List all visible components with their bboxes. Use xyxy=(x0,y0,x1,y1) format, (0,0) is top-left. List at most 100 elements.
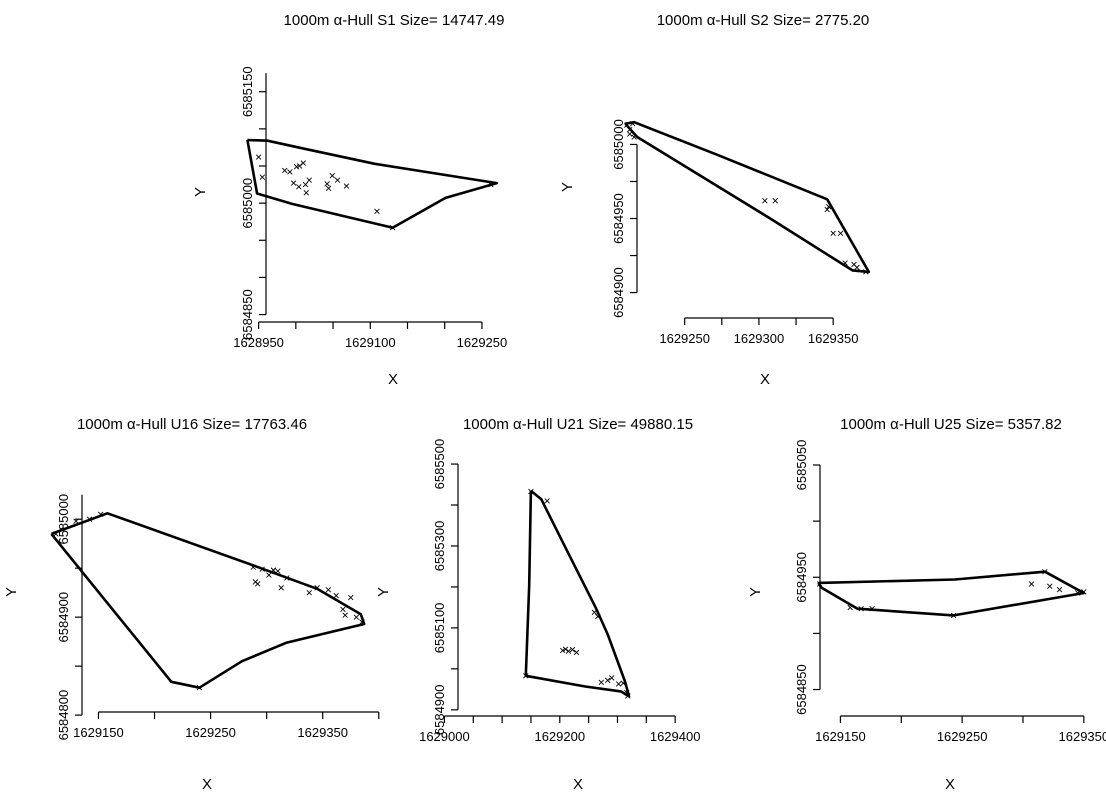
data-point xyxy=(1028,581,1035,587)
alpha-hull-outline xyxy=(246,138,499,229)
data-point xyxy=(837,230,844,237)
x-axis-label: X xyxy=(573,776,583,793)
data-point xyxy=(303,190,309,196)
x-tick-label: 1629350 xyxy=(1059,729,1106,744)
x-tick-label: 1629400 xyxy=(650,729,701,744)
data-point xyxy=(562,646,569,652)
x-tick-label: 1629250 xyxy=(937,729,988,744)
data-point xyxy=(826,203,832,210)
data-point xyxy=(625,693,631,699)
y-tick-label: 6584900 xyxy=(611,267,626,318)
y-tick-label: 6584950 xyxy=(794,552,809,603)
data-point xyxy=(1047,583,1053,589)
data-point xyxy=(863,269,869,275)
alpha-hull-outline xyxy=(817,570,1086,617)
data-point xyxy=(1042,568,1048,575)
data-point xyxy=(830,230,836,237)
data-point xyxy=(290,180,297,186)
data-point xyxy=(275,568,281,574)
data-point xyxy=(296,184,302,190)
data-point xyxy=(348,594,354,601)
x-tick-label: 1629250 xyxy=(457,335,508,350)
data-point xyxy=(604,677,611,684)
y-tick-label: 6584850 xyxy=(240,289,255,340)
data-point xyxy=(598,679,605,686)
data-point xyxy=(869,605,875,612)
y-axis-label: Y xyxy=(3,587,20,597)
data-point xyxy=(1075,590,1081,596)
data-point xyxy=(374,208,380,215)
x-tick-label: 1629250 xyxy=(185,725,236,740)
data-point xyxy=(73,518,79,524)
panel-title: 1000m α-Hull U25 Size= 5357.82 xyxy=(840,416,1062,433)
data-point xyxy=(573,649,580,656)
data-point xyxy=(296,163,303,169)
data-point xyxy=(255,154,262,160)
y-tick-label: 6585100 xyxy=(432,603,447,654)
x-axis-label: X xyxy=(945,776,955,793)
data-point xyxy=(544,498,550,504)
y-tick-label: 6585000 xyxy=(56,494,71,545)
y-tick-label: 6585150 xyxy=(240,66,255,117)
data-point xyxy=(300,160,306,166)
data-point xyxy=(314,585,320,591)
y-tick-label: 6585000 xyxy=(240,178,255,229)
data-point xyxy=(334,177,341,183)
data-point xyxy=(528,488,534,495)
data-point xyxy=(259,566,265,572)
x-axis-label: X xyxy=(388,371,398,388)
y-tick-label: 6585050 xyxy=(794,440,809,491)
y-tick-label: 6585300 xyxy=(432,521,447,572)
data-point xyxy=(196,684,203,691)
alpha-hull-outline xyxy=(624,120,871,274)
data-point xyxy=(287,169,293,175)
data-point xyxy=(623,689,630,696)
data-point xyxy=(565,648,572,654)
data-point xyxy=(620,680,626,686)
x-tick-label: 1628950 xyxy=(233,335,284,350)
panel-s2: 1000m α-Hull S2 Size= 2775.20 X Y 162925… xyxy=(559,12,871,388)
data-point xyxy=(284,575,290,581)
data-point xyxy=(343,183,350,189)
data-point xyxy=(325,185,332,192)
data-point xyxy=(86,516,93,522)
x-tick-label: 1629350 xyxy=(808,331,859,346)
data-point xyxy=(325,587,332,593)
panel-u21: 1000m α-Hull U21 Size= 49880.15 X Y 1629… xyxy=(375,416,700,793)
x-tick-label: 1629250 xyxy=(659,331,710,346)
data-point xyxy=(608,675,615,681)
data-point xyxy=(97,511,104,518)
data-point xyxy=(281,167,288,174)
data-point xyxy=(359,619,365,625)
data-point xyxy=(266,572,272,578)
x-tick-label: 1629200 xyxy=(534,729,585,744)
data-point xyxy=(1056,586,1063,593)
y-tick-label: 6584850 xyxy=(794,664,809,715)
data-point xyxy=(302,181,309,188)
panel-title: 1000m α-Hull S1 Size= 14747.49 xyxy=(284,12,505,29)
x-tick-label: 1629100 xyxy=(345,335,396,350)
x-tick-label: 1629150 xyxy=(73,725,124,740)
data-point xyxy=(629,120,636,127)
data-point xyxy=(324,181,330,187)
data-point xyxy=(627,126,633,133)
y-axis-label: Y xyxy=(747,587,764,597)
data-point xyxy=(389,224,396,231)
data-point xyxy=(306,589,312,596)
data-point xyxy=(559,647,566,654)
data-point xyxy=(340,606,346,613)
y-tick-label: 6584900 xyxy=(56,592,71,643)
data-point xyxy=(615,681,622,687)
data-point xyxy=(488,181,494,188)
x-tick-label: 1629000 xyxy=(419,729,470,744)
x-tick-label: 1629300 xyxy=(734,331,785,346)
data-point xyxy=(631,134,637,140)
x-axis-label: X xyxy=(202,776,212,793)
data-point xyxy=(523,673,529,679)
y-tick-label: 6584900 xyxy=(432,684,447,735)
panel-s1: 1000m α-Hull S1 Size= 14747.49 X Y 16289… xyxy=(192,12,507,388)
data-point xyxy=(847,604,853,611)
panel-title: 1000m α-Hull S2 Size= 2775.20 xyxy=(657,12,870,29)
